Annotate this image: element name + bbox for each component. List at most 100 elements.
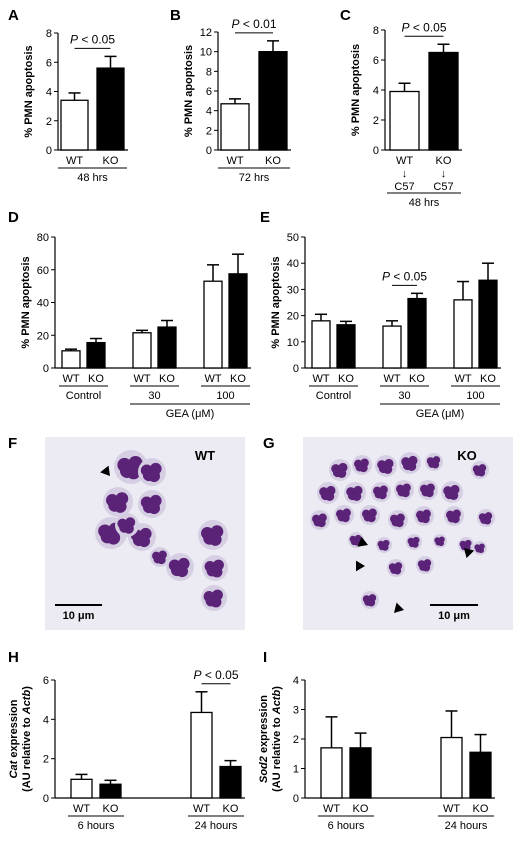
cell-nucleus-lobe	[153, 555, 162, 564]
cell-nucleus-lobe	[435, 539, 442, 546]
cell-nucleus-lobe	[132, 534, 145, 547]
cell-nucleus-lobe	[206, 565, 218, 577]
bar-ko	[428, 51, 459, 151]
group-label: 6 hours	[78, 820, 115, 832]
y-tick-label: 50	[287, 232, 299, 244]
category-label: KO	[159, 373, 175, 385]
y-tick-label: 4	[206, 106, 212, 118]
genotype-label: WT	[195, 448, 215, 463]
cell-nucleus-lobe	[402, 460, 413, 471]
cell-nucleus-lobe	[313, 518, 322, 527]
chart-panel-a: A 0 2 4 6 8 % PMN apoptosis WT KO 48 hrs P < 0.05	[8, 7, 128, 184]
arrowhead-marker	[100, 465, 110, 476]
category-label: WT	[226, 155, 243, 167]
category-label: WT	[73, 803, 90, 815]
cell-nucleus-lobe	[480, 516, 488, 524]
category-label: WT	[454, 373, 471, 385]
chart-panel-b: B 0 2 4 6 8 10 12 % PMN apoptosis WT KO 72 hrs P < 0…	[170, 7, 291, 184]
bar-ko	[469, 751, 492, 799]
category-label: KO	[480, 373, 496, 385]
y-tick-label: 40	[37, 298, 49, 310]
y-tick-label: 4	[46, 87, 52, 99]
y-axis-label-line2: (AU relative to Actb)	[271, 686, 283, 792]
y-axis-label: Cat expression	[8, 699, 20, 778]
chart-panel-e: E 0 10 20 30 40 50 % PMN apoptosis WT KO WT KO WT KO C…	[260, 209, 501, 420]
category-label: WT	[396, 155, 413, 167]
y-tick-label: 0	[293, 363, 299, 375]
y-tick-label: 10	[287, 337, 299, 349]
cell-nucleus-lobe	[347, 490, 358, 501]
category-label: KO	[230, 373, 246, 385]
panel-label: G	[263, 435, 275, 452]
panel-label: I	[263, 649, 267, 666]
category-label: WT	[312, 373, 329, 385]
cell-nucleus-lobe	[428, 460, 436, 468]
cell-nucleus-lobe	[142, 501, 155, 514]
cell-nucleus-lobe	[205, 595, 217, 607]
y-tick-label: 60	[37, 265, 49, 277]
bar-wt	[220, 103, 250, 151]
y-tick-label: 8	[46, 28, 52, 40]
cell-nucleus-lobe	[108, 499, 121, 512]
group-label: 100	[466, 390, 484, 402]
panel-label: E	[260, 209, 270, 226]
y-tick-label: 0	[293, 793, 299, 805]
bar-wt	[132, 332, 152, 369]
cell-nucleus-lobe	[332, 467, 343, 478]
bar-ko	[219, 765, 242, 799]
y-axis-label: % PMN apoptosis	[183, 45, 195, 137]
bar-ko	[336, 324, 356, 369]
cell-nucleus-lobe	[390, 566, 398, 574]
group-label: 48 hrs	[409, 197, 440, 209]
cell-nucleus-lobe	[391, 518, 400, 527]
bar-ko	[478, 279, 498, 369]
scale-bar-label: 10 μm	[63, 610, 95, 622]
bar-wt	[190, 711, 213, 799]
y-tick-label: 40	[287, 258, 299, 270]
category-label: KO	[409, 373, 425, 385]
y-axis-label: % PMN apoptosis	[270, 256, 282, 348]
group-label: 48 hrs	[77, 172, 108, 184]
cell-nucleus-lobe	[474, 468, 482, 476]
cell-nucleus-lobe	[419, 563, 427, 571]
y-tick-label: 2	[46, 116, 52, 128]
bar-ko	[349, 747, 372, 799]
category-label: WT	[133, 373, 150, 385]
significance-label: P < 0.05	[401, 20, 446, 34]
y-tick-label: 6	[373, 55, 379, 67]
y-tick-label: 2	[373, 115, 379, 127]
micrograph-panel-f: F WT 10 μm	[8, 435, 245, 630]
y-tick-label: 80	[37, 232, 49, 244]
category-label: WT	[193, 803, 210, 815]
group-label: 100	[216, 390, 234, 402]
cell-nucleus-lobe	[364, 598, 372, 606]
group-label: 6 hours	[328, 820, 365, 832]
group-label: 72 hrs	[239, 172, 270, 184]
bar-ko	[96, 67, 125, 151]
cell-nucleus-lobe	[350, 538, 358, 546]
significance-label: P < 0.05	[70, 32, 115, 46]
y-tick-label: 0	[43, 363, 49, 375]
y-tick-label: 2	[43, 754, 49, 766]
category-label: KO	[353, 803, 369, 815]
cell-nucleus-lobe	[142, 469, 155, 482]
y-axis-label: % PMN apoptosis	[23, 45, 35, 137]
y-tick-label: 8	[206, 66, 212, 78]
cell-nucleus-lobe	[417, 514, 426, 523]
category-label: KO	[436, 155, 452, 167]
y-tick-label: 20	[287, 311, 299, 323]
strain-label: C57	[394, 181, 414, 193]
cell-nucleus-lobe	[421, 488, 430, 497]
y-tick-label: 2	[206, 125, 212, 137]
cell-nucleus-lobe	[374, 490, 383, 499]
y-tick-label: 8	[373, 25, 379, 37]
category-label: KO	[473, 803, 489, 815]
x-axis-label: GEA (μM)	[166, 408, 215, 420]
y-tick-label: 0	[373, 145, 379, 157]
cell-nucleus-lobe	[397, 488, 406, 497]
y-axis-label: % PMN apoptosis	[20, 256, 32, 348]
significance-label: P < 0.01	[231, 17, 276, 31]
group-label: 30	[398, 390, 410, 402]
